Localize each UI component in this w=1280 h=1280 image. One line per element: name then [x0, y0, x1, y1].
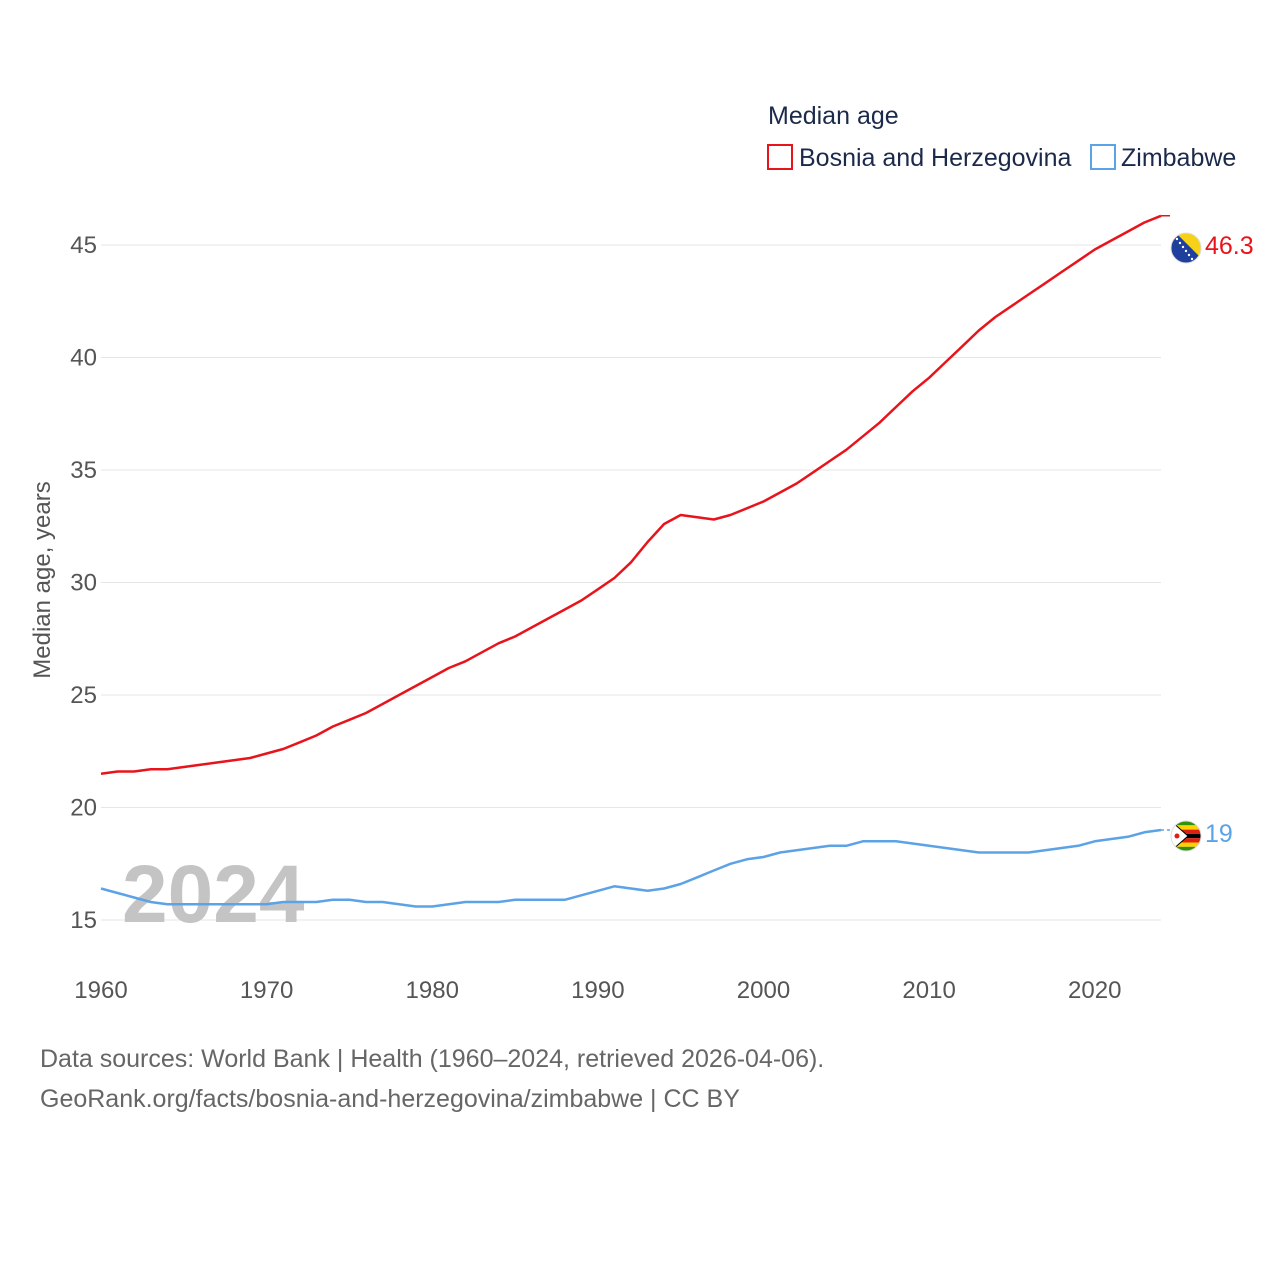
x-tick-label: 2010 — [902, 977, 955, 1004]
x-tick-label: 1990 — [571, 977, 624, 1004]
legend-title: Median age — [768, 102, 899, 130]
series-lines — [100, 214, 1170, 908]
attribution-note: GeoRank.org/facts/bosnia-and-herzegovina… — [40, 1085, 740, 1113]
end-label-bosnia: 46.3 — [1205, 232, 1254, 260]
x-tick-label: 1960 — [74, 977, 127, 1004]
bosnia-flag-icon — [1170, 232, 1202, 264]
series-line-bosnia-and-herzegovina[interactable] — [100, 214, 1162, 776]
series-line-zimbabwe[interactable] — [100, 828, 1162, 908]
y-tick-label: 20 — [70, 795, 97, 822]
data-sources-note: Data sources: World Bank | Health (1960–… — [40, 1045, 825, 1073]
y-tick-label: 25 — [70, 682, 97, 709]
line-chart: Median age Bosnia and Herzegovina Zimbab… — [29, 102, 1254, 1004]
y-tick-label: 40 — [70, 345, 97, 372]
year-watermark: 2024 — [122, 849, 305, 940]
x-tick-label: 2020 — [1068, 977, 1121, 1004]
y-axis-ticks: 15 20 25 30 35 40 45 — [70, 232, 97, 934]
x-tick-label: 2000 — [737, 977, 790, 1004]
legend: Median age Bosnia and Herzegovina Zimbab… — [767, 102, 1236, 172]
x-axis-ticks: 1960 1970 1980 1990 2000 2010 2020 — [74, 977, 1121, 1004]
legend-item-zimbabwe[interactable]: Zimbabwe — [1090, 144, 1236, 172]
legend-label-zimbabwe: Zimbabwe — [1121, 144, 1236, 172]
y-axis-title: Median age, years — [29, 481, 56, 678]
legend-swatch-bosnia — [767, 144, 793, 170]
end-label-zimbabwe: 19 — [1205, 820, 1233, 848]
gridlines — [101, 244, 1161, 921]
legend-label-bosnia: Bosnia and Herzegovina — [799, 144, 1071, 172]
x-tick-label: 1980 — [406, 977, 459, 1004]
legend-item-bosnia[interactable]: Bosnia and Herzegovina — [767, 144, 1071, 172]
y-tick-label: 15 — [70, 907, 97, 934]
x-tick-label: 1970 — [240, 977, 293, 1004]
y-tick-label: 30 — [70, 570, 97, 597]
legend-swatch-zimbabwe — [1090, 144, 1116, 170]
y-tick-label: 35 — [70, 457, 97, 484]
y-tick-label: 45 — [70, 232, 97, 259]
zimbabwe-flag-icon — [1170, 820, 1202, 852]
